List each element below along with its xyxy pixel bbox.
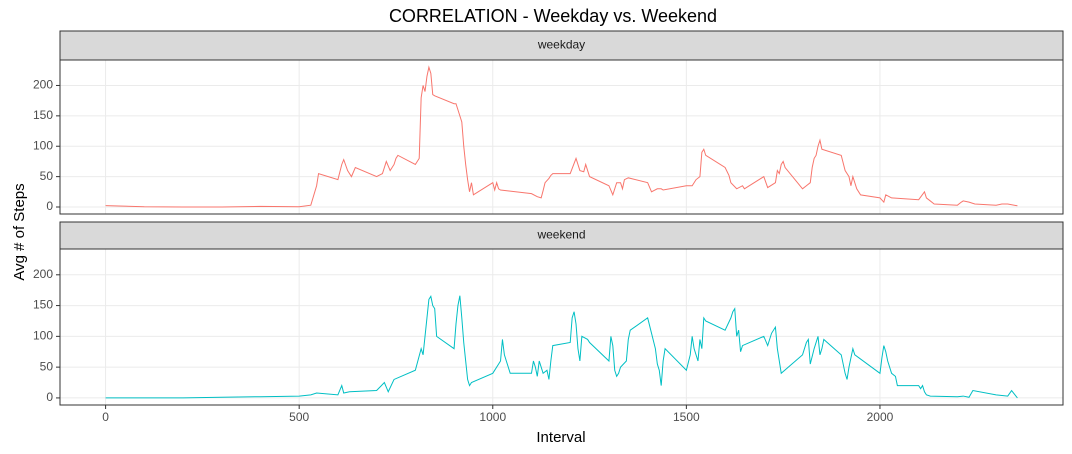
facet-label: weekday — [537, 38, 585, 52]
x-tick-label: 1500 — [673, 410, 700, 424]
y-tick-label: 100 — [33, 329, 53, 343]
x-tick-label: 2000 — [867, 410, 894, 424]
x-tick-label: 0 — [102, 410, 109, 424]
y-tick-label: 200 — [33, 267, 53, 281]
panel — [60, 60, 1063, 214]
y-tick-label: 200 — [33, 78, 53, 92]
facet-label: weekend — [536, 228, 585, 242]
data-line — [105, 65, 1018, 208]
y-axis-label: Avg # of Steps — [11, 183, 28, 280]
x-axis-label: Interval — [536, 429, 585, 446]
y-tick-label: 0 — [46, 199, 53, 213]
y-tick-label: 50 — [40, 359, 54, 373]
panel-border — [59, 59, 1064, 215]
y-tick-label: 100 — [33, 138, 53, 152]
y-tick-label: 0 — [46, 390, 53, 404]
y-tick-label: 150 — [33, 298, 53, 312]
data-line — [105, 295, 1018, 399]
y-tick-label: 50 — [40, 169, 54, 183]
x-tick-label: 1000 — [479, 410, 506, 424]
facet-strip — [59, 30, 1064, 61]
x-tick-label: 500 — [289, 410, 309, 424]
chart-title: CORRELATION - Weekday vs. Weekend — [389, 6, 717, 26]
panel-border — [59, 248, 1064, 406]
panel — [60, 249, 1063, 405]
y-tick-label: 150 — [33, 108, 53, 122]
